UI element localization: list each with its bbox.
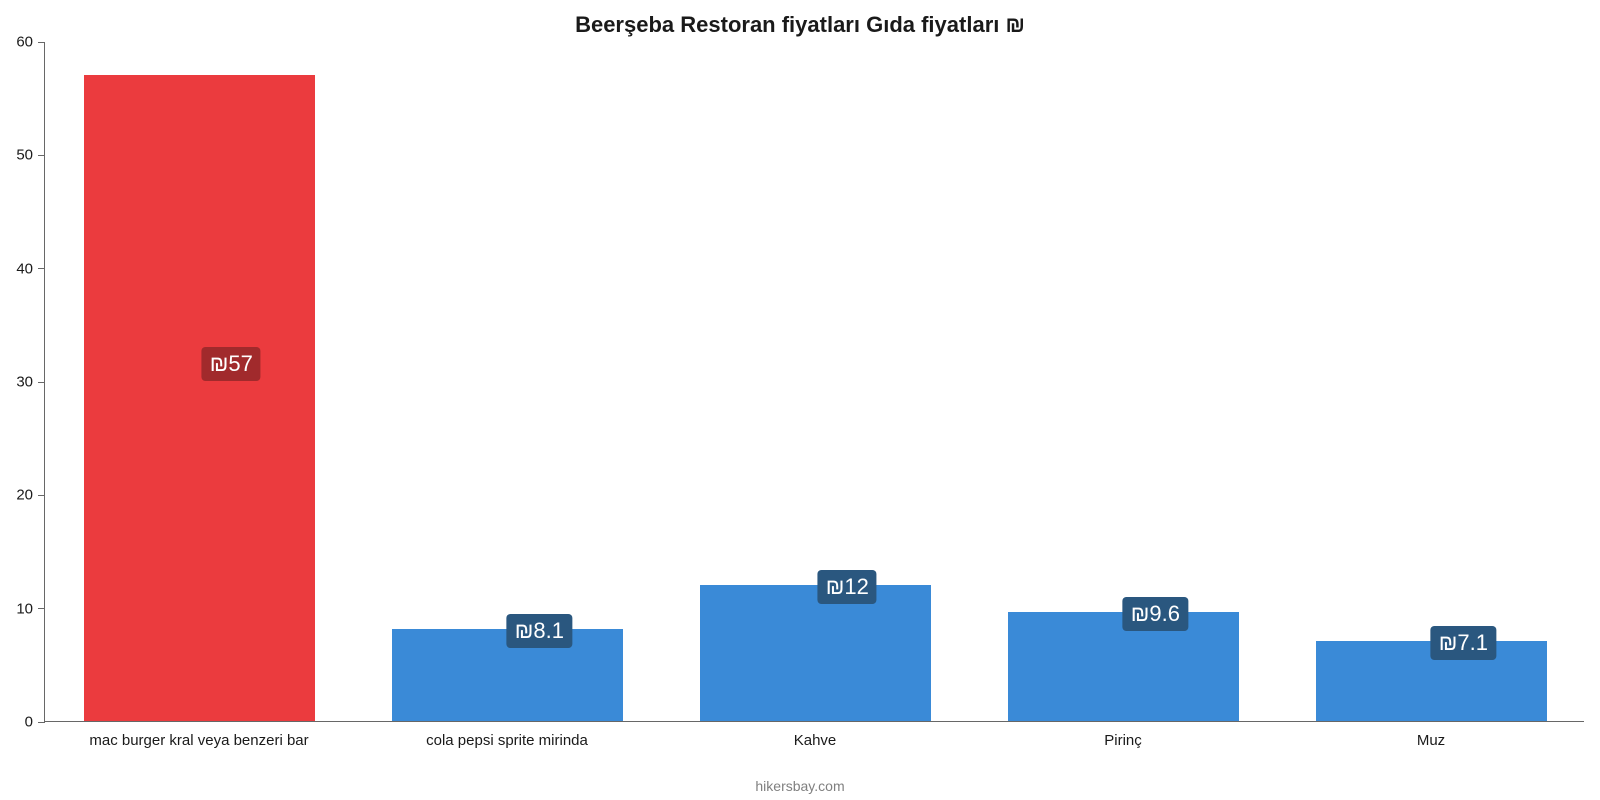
y-tick-label: 20 bbox=[16, 487, 33, 504]
y-tick-mark bbox=[38, 608, 45, 609]
value-badge: ₪7.1 bbox=[1431, 626, 1496, 660]
y-tick-label: 50 bbox=[16, 147, 33, 164]
bar bbox=[84, 75, 315, 721]
x-axis-label: Pirinç bbox=[1104, 732, 1142, 749]
y-tick-mark bbox=[38, 722, 45, 723]
y-tick-label: 40 bbox=[16, 260, 33, 277]
x-axis-label: mac burger kral veya benzeri bar bbox=[89, 732, 308, 749]
y-tick-label: 30 bbox=[16, 374, 33, 391]
y-tick-mark bbox=[38, 155, 45, 156]
y-tick-label: 0 bbox=[25, 714, 33, 731]
bar bbox=[700, 585, 931, 721]
x-axis-label: Kahve bbox=[794, 732, 837, 749]
y-tick-label: 60 bbox=[16, 34, 33, 51]
chart-title: Beerşeba Restoran fiyatları Gıda fiyatla… bbox=[0, 12, 1600, 38]
chart-container: Beerşeba Restoran fiyatları Gıda fiyatla… bbox=[0, 0, 1600, 800]
value-badge: ₪12 bbox=[818, 570, 877, 604]
value-badge: ₪57 bbox=[202, 347, 261, 381]
y-tick-mark bbox=[38, 382, 45, 383]
credit-text: hikersbay.com bbox=[0, 778, 1600, 794]
y-tick-label: 10 bbox=[16, 600, 33, 617]
y-tick-mark bbox=[38, 495, 45, 496]
plot-area: 0102030405060₪57mac burger kral veya ben… bbox=[44, 42, 1584, 722]
y-tick-mark bbox=[38, 42, 45, 43]
value-badge: ₪9.6 bbox=[1123, 597, 1188, 631]
y-tick-mark bbox=[38, 268, 45, 269]
x-axis-label: Muz bbox=[1417, 732, 1445, 749]
value-badge: ₪8.1 bbox=[507, 614, 572, 648]
x-axis-label: cola pepsi sprite mirinda bbox=[426, 732, 588, 749]
